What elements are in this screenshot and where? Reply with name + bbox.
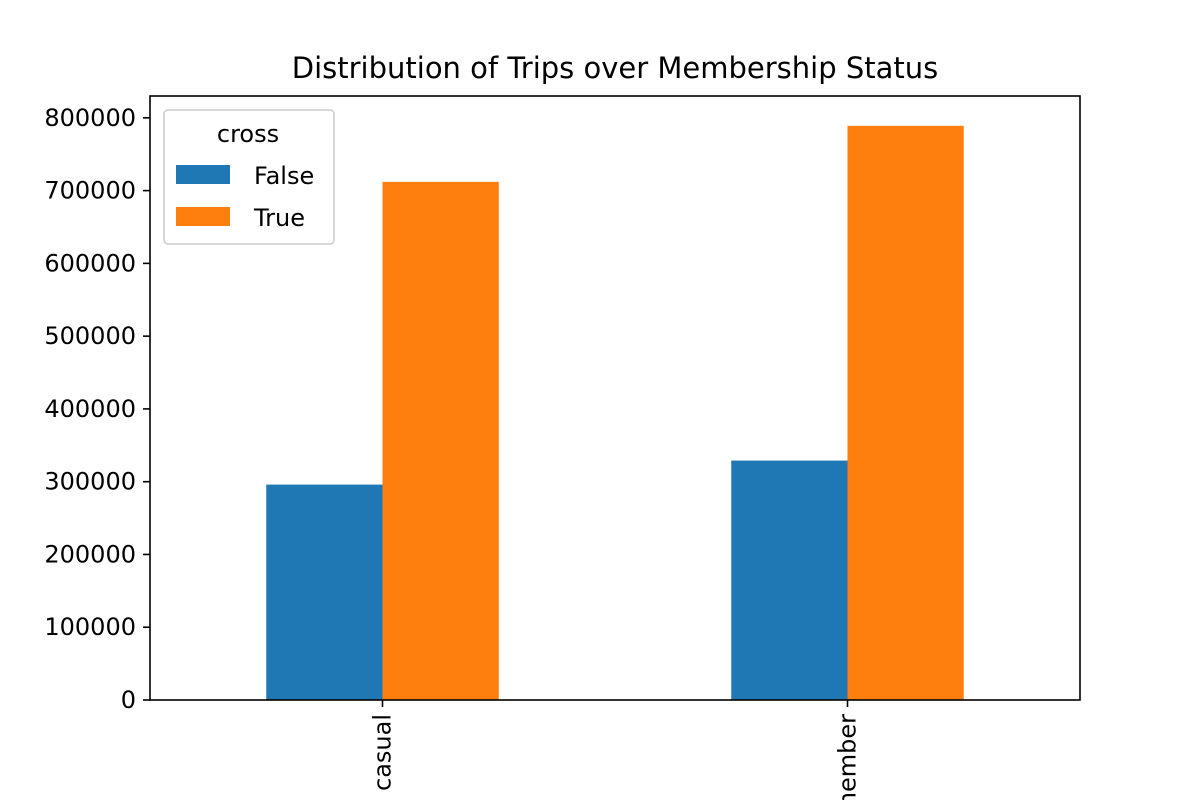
x-tick-label-member: member (834, 714, 862, 800)
y-tick-label: 500000 (44, 322, 136, 350)
bar-true-casual (382, 181, 499, 700)
y-tick-label: 700000 (44, 177, 136, 205)
y-axis: 0 100000 200000 300000 400000 500000 600000 700… (44, 104, 150, 714)
legend-label-true: True (253, 204, 305, 232)
legend: cross False True (163, 109, 335, 245)
y-tick-label: 100000 (44, 613, 136, 641)
bars (266, 125, 964, 701)
x-tick-label-casual: casual (369, 714, 397, 791)
y-tick-label: 600000 (44, 249, 136, 277)
legend-swatch-false (176, 165, 230, 184)
chart-title: Distribution of Trips over Membership St… (292, 51, 939, 85)
bar-true-member (847, 125, 964, 701)
y-tick-label: 800000 (44, 104, 136, 132)
legend-title: cross (217, 120, 279, 148)
y-tick-label: 0 (121, 686, 136, 714)
y-tick-label: 300000 (44, 468, 136, 496)
plot-frame (149, 95, 1081, 701)
legend-label-false: False (254, 162, 314, 190)
bar-false-member (731, 460, 848, 700)
y-tick-label: 400000 (44, 395, 136, 423)
legend-swatch-true (176, 207, 230, 226)
y-tick-label: 200000 (44, 540, 136, 568)
bar-false-casual (266, 484, 383, 700)
x-axis: casual member (369, 700, 862, 800)
